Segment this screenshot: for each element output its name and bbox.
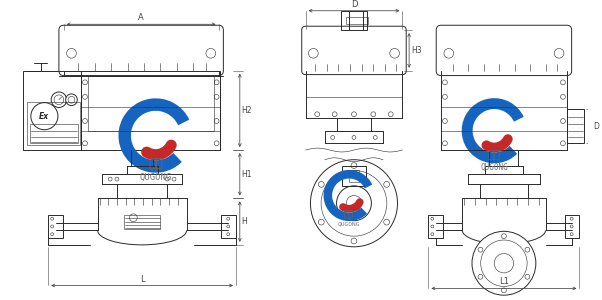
Bar — [30, 124, 78, 143]
Text: D: D — [593, 122, 599, 131]
Bar — [343, 167, 365, 186]
FancyBboxPatch shape — [59, 25, 223, 76]
Circle shape — [31, 103, 58, 130]
Bar — [567, 110, 584, 143]
Bar — [429, 215, 443, 238]
Text: QUGONG: QUGONG — [338, 222, 361, 227]
Text: H: H — [242, 217, 247, 226]
Text: L1: L1 — [499, 278, 509, 286]
Text: H3: H3 — [411, 46, 421, 55]
Circle shape — [66, 94, 77, 106]
Bar — [48, 215, 63, 238]
Circle shape — [472, 231, 536, 295]
Text: QUGONG: QUGONG — [140, 173, 172, 182]
Text: 渠工: 渠工 — [148, 157, 163, 170]
Text: H2: H2 — [242, 106, 252, 115]
Bar — [124, 215, 161, 230]
Bar — [27, 102, 80, 145]
Bar — [222, 215, 236, 238]
Text: Ex: Ex — [39, 112, 49, 121]
Text: L: L — [140, 274, 144, 284]
Text: D: D — [351, 0, 357, 9]
Bar — [349, 170, 359, 182]
Text: QUGONG: QUGONG — [480, 163, 508, 172]
Text: 渠工: 渠工 — [488, 150, 501, 160]
Bar — [341, 11, 367, 30]
Text: H1: H1 — [242, 170, 252, 179]
Circle shape — [51, 92, 67, 107]
Bar — [88, 76, 214, 131]
Text: A: A — [138, 13, 144, 22]
Bar — [23, 71, 81, 150]
Bar — [346, 16, 367, 24]
Bar — [565, 215, 579, 238]
FancyBboxPatch shape — [436, 25, 572, 76]
Text: 渠工: 渠工 — [344, 210, 354, 219]
Bar — [81, 71, 220, 150]
Circle shape — [311, 160, 397, 247]
FancyBboxPatch shape — [302, 26, 406, 75]
